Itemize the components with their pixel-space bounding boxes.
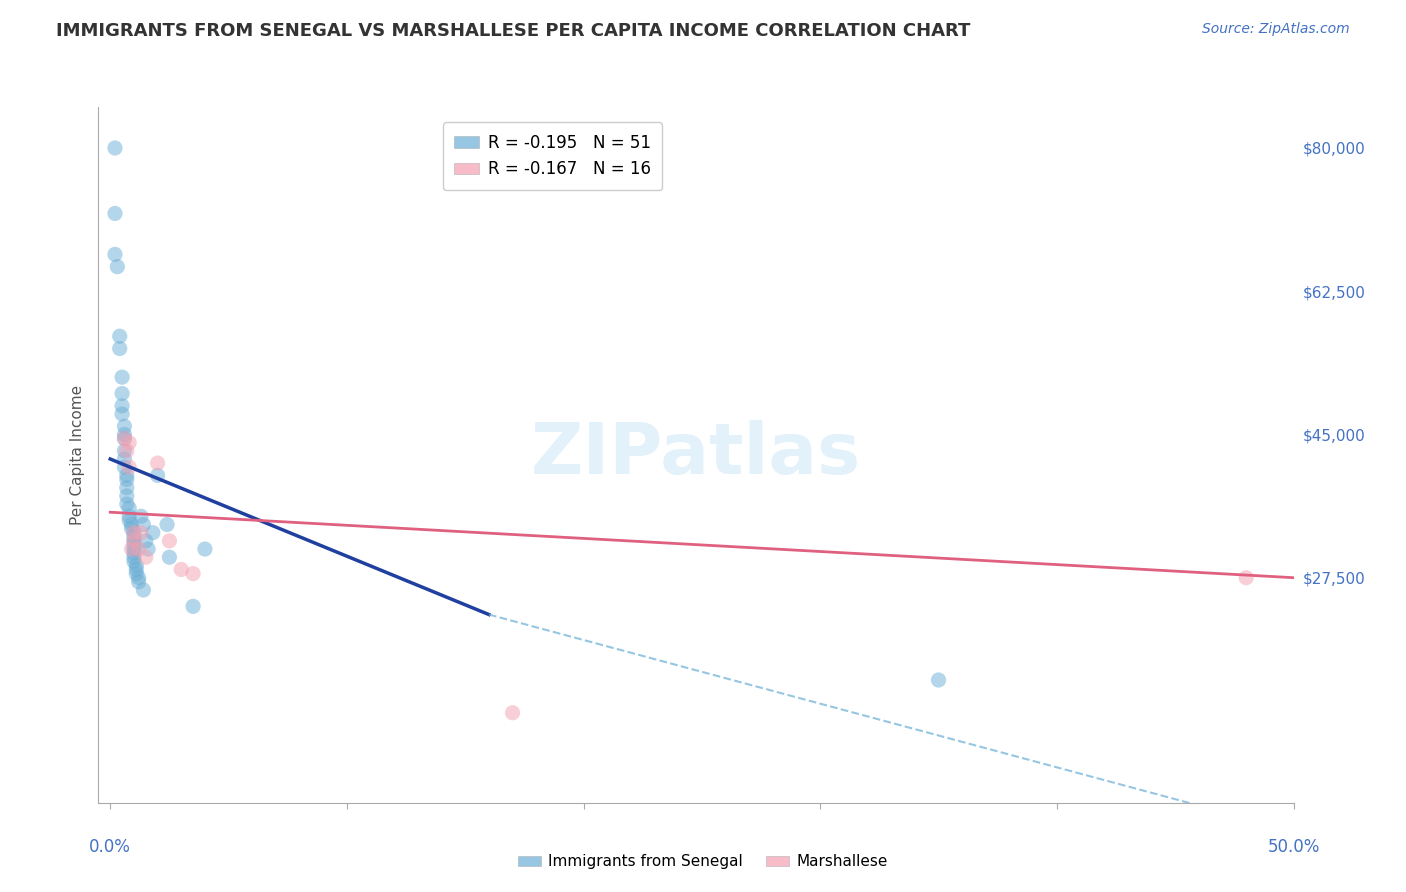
Point — [122, 530, 145, 544]
Point — [170, 562, 193, 576]
Point — [122, 533, 145, 548]
Point — [156, 517, 179, 532]
Point — [181, 566, 204, 581]
Point — [111, 386, 134, 401]
Text: Source: ZipAtlas.com: Source: ZipAtlas.com — [1202, 22, 1350, 37]
Point — [122, 550, 145, 565]
Point — [114, 427, 136, 442]
Point — [115, 468, 138, 483]
Point — [115, 473, 138, 487]
Point — [128, 542, 150, 557]
Point — [115, 497, 138, 511]
Point — [181, 599, 204, 614]
Point — [146, 468, 169, 483]
Point — [136, 542, 159, 557]
Point — [142, 525, 165, 540]
Point — [111, 370, 134, 384]
Point — [125, 558, 148, 573]
Point — [114, 460, 136, 475]
Point — [118, 460, 141, 475]
Point — [125, 566, 148, 581]
Point — [118, 501, 141, 516]
Point — [111, 407, 134, 421]
Point — [114, 419, 136, 434]
Point — [135, 533, 157, 548]
Point — [122, 554, 145, 568]
Point — [125, 562, 148, 576]
Text: 0.0%: 0.0% — [90, 838, 131, 856]
Point — [115, 489, 138, 503]
Point — [114, 452, 136, 467]
Point — [114, 432, 136, 446]
Point — [157, 550, 180, 565]
Point — [146, 456, 169, 470]
Point — [105, 260, 128, 274]
Point — [122, 542, 145, 557]
Point — [132, 582, 155, 597]
Point — [115, 481, 138, 495]
Point — [115, 443, 138, 458]
Point — [1234, 571, 1257, 585]
Point — [128, 574, 150, 589]
Point — [502, 706, 524, 720]
Point — [132, 517, 155, 532]
Point — [194, 542, 217, 557]
Text: ZIPatlas: ZIPatlas — [531, 420, 860, 490]
Point — [121, 517, 143, 532]
Point — [122, 546, 145, 560]
Point — [114, 443, 136, 458]
Point — [128, 571, 150, 585]
Legend: Immigrants from Senegal, Marshallese: Immigrants from Senegal, Marshallese — [512, 848, 894, 875]
Point — [928, 673, 950, 687]
Legend: R = -0.195   N = 51, R = -0.167   N = 16: R = -0.195 N = 51, R = -0.167 N = 16 — [443, 122, 662, 190]
Point — [108, 329, 131, 343]
Point — [122, 533, 145, 548]
Text: IMMIGRANTS FROM SENEGAL VS MARSHALLESE PER CAPITA INCOME CORRELATION CHART: IMMIGRANTS FROM SENEGAL VS MARSHALLESE P… — [56, 22, 970, 40]
Point — [104, 206, 127, 220]
Point — [104, 141, 127, 155]
Point — [118, 513, 141, 527]
Point — [108, 342, 131, 356]
Point — [118, 509, 141, 524]
Point — [122, 525, 145, 540]
Point — [111, 399, 134, 413]
Point — [129, 525, 152, 540]
Point — [129, 509, 152, 524]
Point — [121, 522, 143, 536]
Point — [157, 533, 180, 548]
Point — [104, 247, 127, 261]
Point — [118, 435, 141, 450]
Point — [122, 538, 145, 552]
Point — [135, 550, 157, 565]
Point — [114, 432, 136, 446]
Text: 50.0%: 50.0% — [1267, 838, 1320, 856]
Point — [121, 542, 143, 557]
Y-axis label: Per Capita Income: Per Capita Income — [69, 384, 84, 525]
Point — [122, 525, 145, 540]
